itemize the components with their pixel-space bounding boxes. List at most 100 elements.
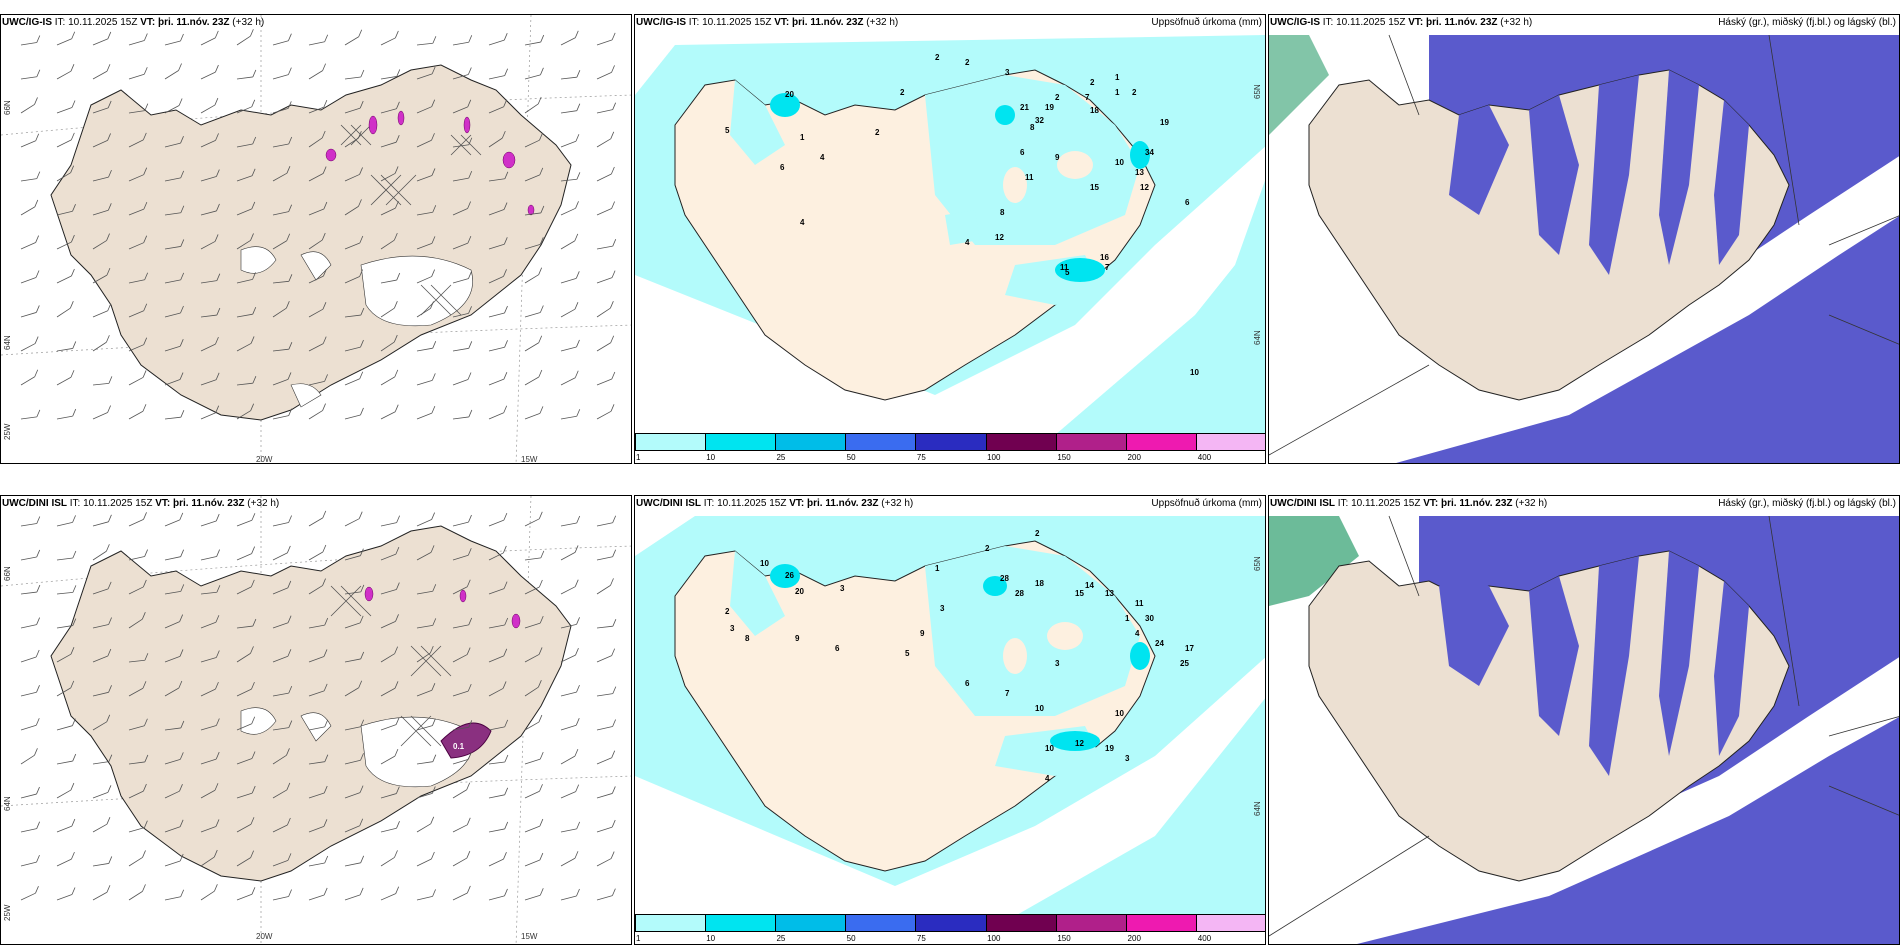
wind-barb xyxy=(596,138,611,148)
wind-barb xyxy=(236,792,253,799)
wind-barb-flag xyxy=(251,168,256,176)
colorbar xyxy=(635,914,1265,932)
wind-barb-flag xyxy=(431,786,436,794)
wind-barb-flag xyxy=(538,647,543,655)
precip-value: 8 xyxy=(745,634,750,643)
wind-barb-flag xyxy=(611,270,616,278)
wind-barb xyxy=(524,212,541,216)
wind-barb xyxy=(164,40,181,46)
wind-barb xyxy=(560,346,577,352)
wind-barb-flag xyxy=(576,339,580,348)
wind-barb xyxy=(92,521,109,527)
wind-barb xyxy=(272,211,289,216)
wind-barb xyxy=(308,70,323,80)
panel-title: UWC/IG-IS IT: 10.11.2025 15Z VT: þri. 11… xyxy=(636,17,899,28)
precip-value: 21 xyxy=(1020,103,1029,112)
wind-barb-flag xyxy=(179,512,184,521)
wind-barb xyxy=(164,70,179,80)
wind-barb xyxy=(560,691,577,697)
precip-value: 1 xyxy=(1115,73,1120,82)
wind-barb xyxy=(272,280,289,284)
wind-barb-flag xyxy=(611,201,616,209)
wind-barb-flag xyxy=(35,270,40,278)
wind-barb xyxy=(20,206,36,216)
wind-barb xyxy=(524,758,541,765)
wind-barb xyxy=(488,726,505,731)
wind-barb xyxy=(560,724,577,731)
precip-value: 12 xyxy=(1140,183,1149,192)
wind-barb-flag xyxy=(36,549,41,558)
wind-barb-flag xyxy=(611,166,615,175)
wind-barb-flag xyxy=(540,67,544,75)
wind-barb-flag xyxy=(322,166,327,174)
wind-barb-flag xyxy=(72,341,77,349)
wind-barb xyxy=(164,790,180,799)
precip-value: 7 xyxy=(1085,93,1090,102)
wind-barb xyxy=(344,36,359,46)
wind-barbs xyxy=(20,510,617,901)
wind-barb-flag xyxy=(540,34,545,43)
wind-barb xyxy=(128,725,145,731)
wind-barb xyxy=(20,556,37,561)
wind-barb xyxy=(380,279,397,284)
precip-value: 4 xyxy=(1135,629,1140,638)
lat-label-64: 64N xyxy=(1253,330,1262,345)
wind-barb xyxy=(524,557,541,561)
colorbar-swatch xyxy=(915,433,986,451)
wind-barb xyxy=(20,892,36,901)
wind-barb-flag xyxy=(70,680,75,689)
colorbar-tick-label: 1 xyxy=(636,934,641,943)
wind-barb xyxy=(380,207,396,216)
wind-barb-flag xyxy=(107,648,112,657)
wind-barb xyxy=(416,552,432,561)
wind-barb-flag xyxy=(576,172,581,180)
wind-barb xyxy=(56,625,73,629)
wind-barb xyxy=(20,312,37,318)
precip-value: 9 xyxy=(795,634,800,643)
wind-barb xyxy=(56,591,73,595)
wind-barb xyxy=(344,174,360,182)
wind-barb-flag xyxy=(467,67,472,75)
wind-barb-flag xyxy=(576,515,581,524)
lon-label-20w: 20W xyxy=(256,932,273,941)
precip-value: 3 xyxy=(730,624,735,633)
precip-value: 16 xyxy=(1100,253,1109,262)
wind-barb xyxy=(596,793,613,799)
wind-barb xyxy=(416,276,432,284)
wind-barb-flag xyxy=(288,67,292,75)
wind-barb-flag xyxy=(180,889,185,897)
wind-barb xyxy=(344,591,361,595)
wind-barb-flag xyxy=(574,748,579,757)
colorbar-tick-label: 25 xyxy=(776,453,786,462)
wind-map-bottom-panel: UWC/DINI ISL IT: 10.11.2025 15Z VT: þri.… xyxy=(0,495,632,945)
wind-barb xyxy=(452,726,469,731)
wind-barb xyxy=(20,416,37,420)
wind-barb xyxy=(272,755,287,765)
wind-barb xyxy=(164,896,181,901)
wind-barb-flag xyxy=(215,513,220,522)
wind-barb xyxy=(560,178,577,182)
wind-barb-flag xyxy=(539,615,544,624)
precip-value: 9 xyxy=(1055,153,1060,162)
wind-barb xyxy=(596,757,612,765)
wind-barb xyxy=(92,240,107,250)
panel-title: UWC/DINI ISL IT: 10.11.2025 15Z VT: þri.… xyxy=(1270,498,1548,509)
wind-barb xyxy=(308,380,325,386)
wind-barb-flag xyxy=(213,849,218,858)
wind-barb xyxy=(560,522,577,527)
wind-barb xyxy=(164,656,181,663)
wind-barb-flag xyxy=(611,32,616,41)
wind-barb-flag xyxy=(466,579,471,587)
colorbar-tick-label: 1 xyxy=(636,453,641,462)
wind-barb xyxy=(524,586,540,595)
wind-barb xyxy=(344,862,361,867)
wind-barb-flag xyxy=(360,584,365,593)
wind-barb xyxy=(308,239,323,250)
precip-value: 10 xyxy=(1190,368,1199,377)
precip-value: 4 xyxy=(820,153,825,162)
wind-barb xyxy=(92,691,109,697)
wind-barb-flag xyxy=(323,649,328,657)
wind-barb xyxy=(524,243,541,250)
wind-barb xyxy=(452,106,468,114)
wind-barb xyxy=(344,622,361,629)
